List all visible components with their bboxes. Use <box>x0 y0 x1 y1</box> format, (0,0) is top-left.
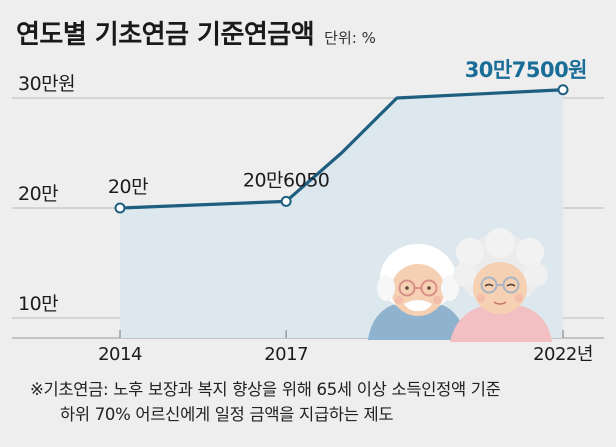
x-tick-label: 2022년 <box>533 344 593 365</box>
grandfather-figure <box>368 244 466 340</box>
chart-title: 연도별 기초연금 기준연금액 <box>16 20 315 50</box>
data-label: 20만6050 <box>243 169 330 191</box>
footnote-line-1: ※기초연금: 노후 보장과 복지 향상을 위해 65세 이상 소득인정액 기준 <box>30 380 501 399</box>
data-labels: 20만 20만6050 30만7500원 <box>108 58 588 198</box>
y-tick-label: 10만 <box>18 293 58 315</box>
data-point <box>114 202 126 214</box>
data-label: 30만7500원 <box>465 58 587 82</box>
elderly-couple-illustration <box>368 228 552 342</box>
data-label: 20만 <box>108 176 148 198</box>
y-axis-labels: 10만 20만 30만원 <box>18 73 76 315</box>
series-path <box>119 88 564 210</box>
footnote: ※기초연금: 노후 보장과 복지 향상을 위해 65세 이상 소득인정액 기준 … <box>30 377 606 427</box>
x-tick-label: 2014 <box>98 344 142 365</box>
y-tick-label: 20만 <box>18 183 58 205</box>
series-line <box>114 84 569 214</box>
title-row: 연도별 기초연금 기준연금액 단위: % <box>16 14 376 51</box>
unit-label: 단위: % <box>324 29 376 47</box>
y-tick-label: 30만원 <box>18 73 75 95</box>
data-point <box>280 195 292 207</box>
data-point <box>557 84 569 96</box>
footnote-line-2: 하위 70% 어르신에게 일정 금액을 지급하는 제도 <box>60 405 394 424</box>
x-tick-label: 2017 <box>264 344 308 365</box>
x-axis-labels: 2014 2017 2022년 <box>98 330 593 365</box>
grandmother-figure <box>450 228 552 342</box>
